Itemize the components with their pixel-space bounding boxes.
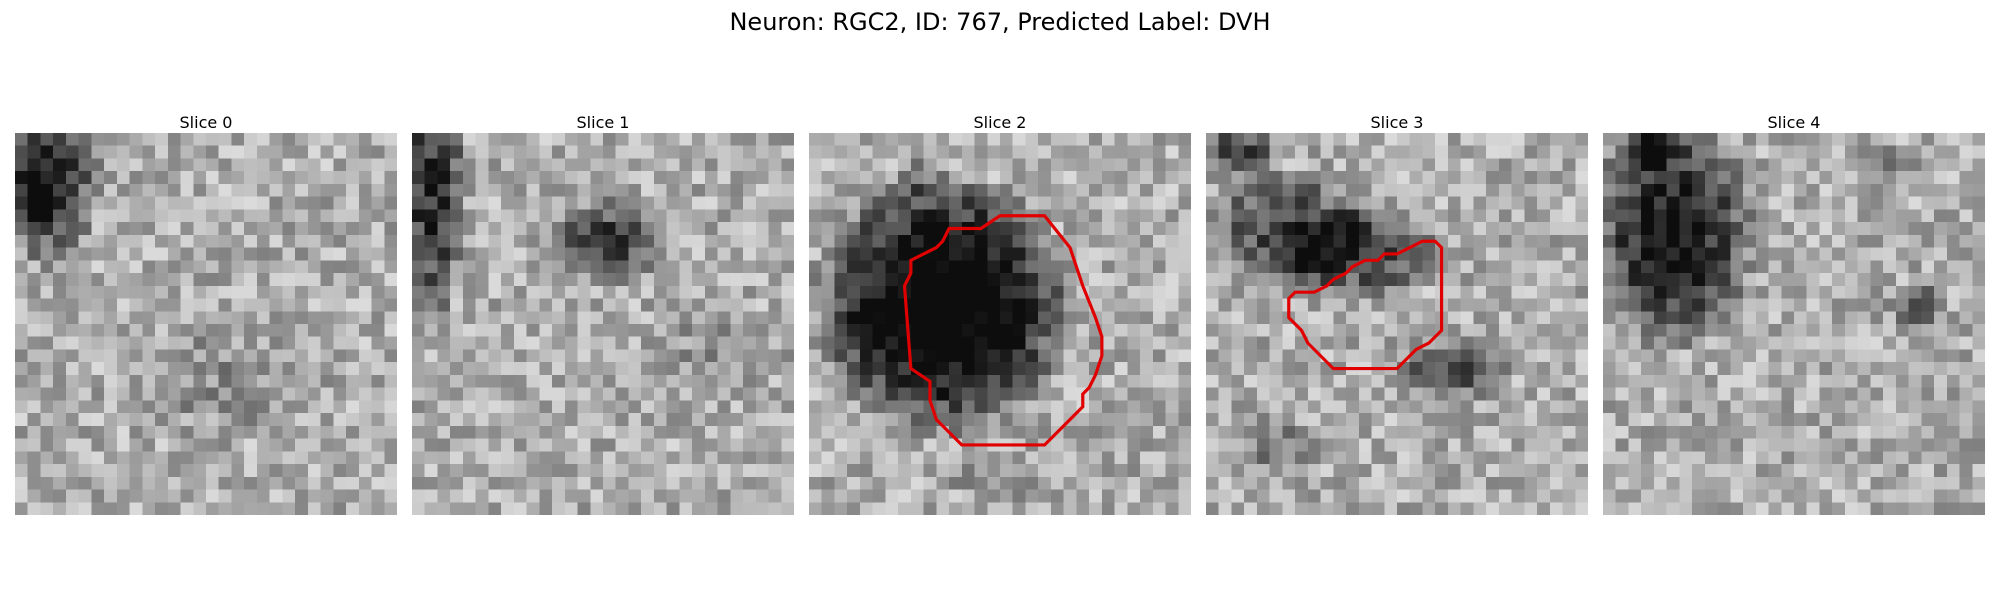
slice-image (412, 133, 794, 515)
segmentation-contour (1287, 239, 1444, 371)
slice-title: Slice 4 (1767, 113, 1821, 132)
slice-title: Slice 1 (576, 113, 630, 132)
slice-title: Slice 3 (1370, 113, 1424, 132)
slice-panel-1: Slice 1 (412, 113, 794, 515)
slice-image (15, 133, 397, 515)
slice-image (809, 133, 1191, 515)
slice-title: Slice 2 (973, 113, 1027, 132)
slice-panel-0: Slice 0 (15, 113, 397, 515)
slice-panel-4: Slice 4 (1603, 113, 1985, 515)
segmentation-contour (902, 214, 1104, 447)
slice-panel-2: Slice 2 (809, 113, 1191, 515)
slice-title: Slice 0 (179, 113, 233, 132)
slice-image (1206, 133, 1588, 515)
slice-image (1603, 133, 1985, 515)
slice-panel-3: Slice 3 (1206, 113, 1588, 515)
figure-title: Neuron: RGC2, ID: 767, Predicted Label: … (729, 8, 1271, 36)
